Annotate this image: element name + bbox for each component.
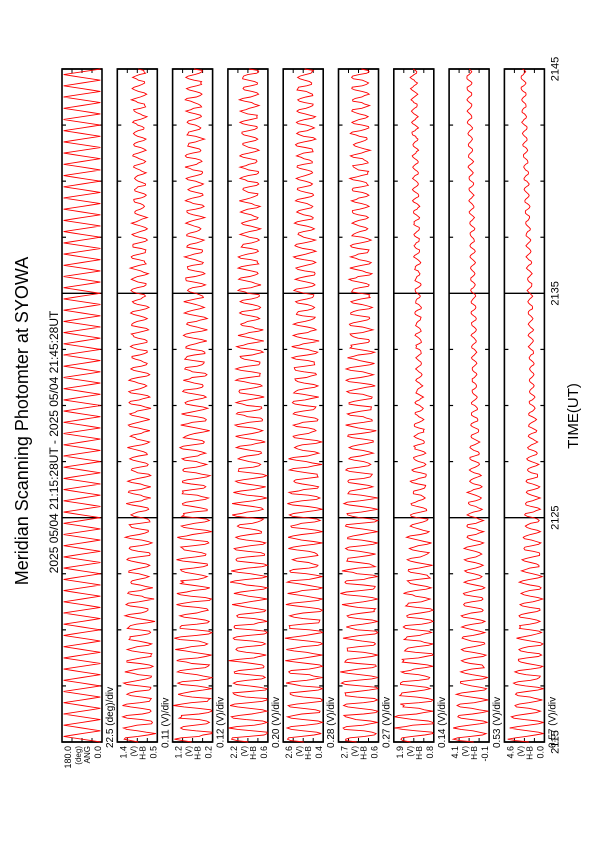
y-top-label: 2.7 [340, 746, 350, 759]
panel-unit: (V) [406, 746, 415, 757]
panel-7: 4.1 (V) H-B -0.10.53 (V)/div [448, 68, 503, 762]
series-trace [451, 68, 489, 743]
panel-frame [503, 68, 546, 743]
y-top-label: 1.9 [395, 746, 405, 759]
panel-frame [392, 68, 435, 743]
panel-frame [61, 68, 103, 743]
y-bottom-label: 0.2 [204, 746, 214, 759]
y-top-label: 1.2 [174, 746, 184, 759]
y-top-label: 4.6 [505, 746, 515, 759]
x-tick-label: 2115 [549, 730, 561, 754]
scale-label: 0.57 (V)/div [547, 697, 558, 748]
series-trace [228, 68, 269, 743]
series-trace [121, 68, 156, 743]
panel-8: 4.6 (V) H-B 0.00.57 (V)/div [503, 68, 558, 760]
scale-label: 22.5 (deg)/div [105, 687, 116, 748]
panel-frame [448, 68, 490, 743]
x-tick-label: 2135 [549, 281, 561, 305]
panel-name: H-B [138, 746, 147, 760]
series-trace [63, 68, 101, 743]
panel-6: 1.9 (V) H-B 0.80.14 (V)/div [392, 68, 448, 760]
y-bottom-label: 0.4 [314, 746, 324, 759]
chart-title: Meridian Scanning Photomter at SYOWA [12, 257, 32, 585]
panel-unit: (V) [351, 746, 360, 757]
panel-name: H-B [360, 746, 369, 760]
scale-label: 0.12 (V)/div [216, 697, 227, 748]
series-trace [284, 68, 324, 743]
series-trace [173, 68, 214, 743]
panel-2: 1.2 (V) H-B 0.20.12 (V)/div [171, 68, 227, 760]
scale-label: 0.28 (V)/div [326, 697, 337, 748]
scale-label: 0.20 (V)/div [271, 697, 282, 748]
panel-unit: (V) [516, 746, 525, 757]
scale-label: 0.11 (V)/div [160, 698, 171, 748]
panel-name: H-B [525, 746, 534, 760]
panel-unit: (deg) [74, 746, 83, 765]
y-bottom-label: 0.0 [535, 746, 545, 759]
panel-unit: (V) [185, 746, 194, 757]
y-top-label: 2.2 [229, 746, 239, 759]
panel-1: 1.4 (V) H-B 0.50.11 (V)/div [116, 68, 171, 760]
panel-name: H-B [415, 746, 424, 760]
panel-5: 2.7 (V) H-B 0.60.27 (V)/div [337, 68, 393, 760]
panel-unit: (V) [129, 746, 138, 757]
panel-unit: (V) [461, 746, 470, 757]
panel-0: 180.0 (deg) ANG 0.022.5 (deg)/div [61, 68, 116, 769]
y-bottom-label: 0.8 [425, 746, 435, 759]
panel-name: ANG [83, 746, 92, 763]
y-top-label: 2.6 [284, 746, 294, 759]
panel-name: H-B [304, 746, 313, 760]
y-bottom-label: -0.1 [480, 746, 490, 762]
series-trace [340, 68, 380, 743]
y-top-label: 4.1 [450, 746, 460, 759]
panel-3: 2.2 (V) H-B 0.60.20 (V)/div [227, 68, 282, 760]
chart-subtitle: 2025 05/04 21:15:28UT - 2025 05/04 21:45… [47, 310, 61, 573]
panel-unit: (V) [295, 746, 304, 757]
series-trace [394, 68, 435, 743]
scale-label: 0.27 (V)/div [382, 697, 393, 748]
panel-name: H-B [249, 746, 258, 760]
panel-unit: (V) [240, 746, 249, 757]
scale-label: 0.14 (V)/div [437, 697, 448, 748]
x-tick-label: 2145 [549, 57, 561, 81]
y-bottom-label: 0.6 [370, 746, 380, 759]
y-bottom-label: 0.6 [259, 746, 269, 759]
y-bottom-label: 0.5 [148, 746, 158, 759]
x-tick-label: 2125 [549, 505, 561, 529]
y-top-label: 180.0 [63, 746, 73, 769]
x-axis-label: TIME(UT) [565, 383, 582, 449]
panel-4: 2.6 (V) H-B 0.40.28 (V)/div [282, 68, 337, 760]
scale-label: 0.53 (V)/div [492, 697, 503, 748]
y-top-label: 1.4 [118, 746, 128, 759]
x-tick-labels: 2115 2125 2135 2145 [549, 57, 561, 754]
panel-name: H-B [194, 746, 203, 760]
series-trace [507, 68, 545, 743]
panel-name: H-B [470, 746, 479, 760]
y-bottom-label: 0.0 [93, 746, 103, 759]
